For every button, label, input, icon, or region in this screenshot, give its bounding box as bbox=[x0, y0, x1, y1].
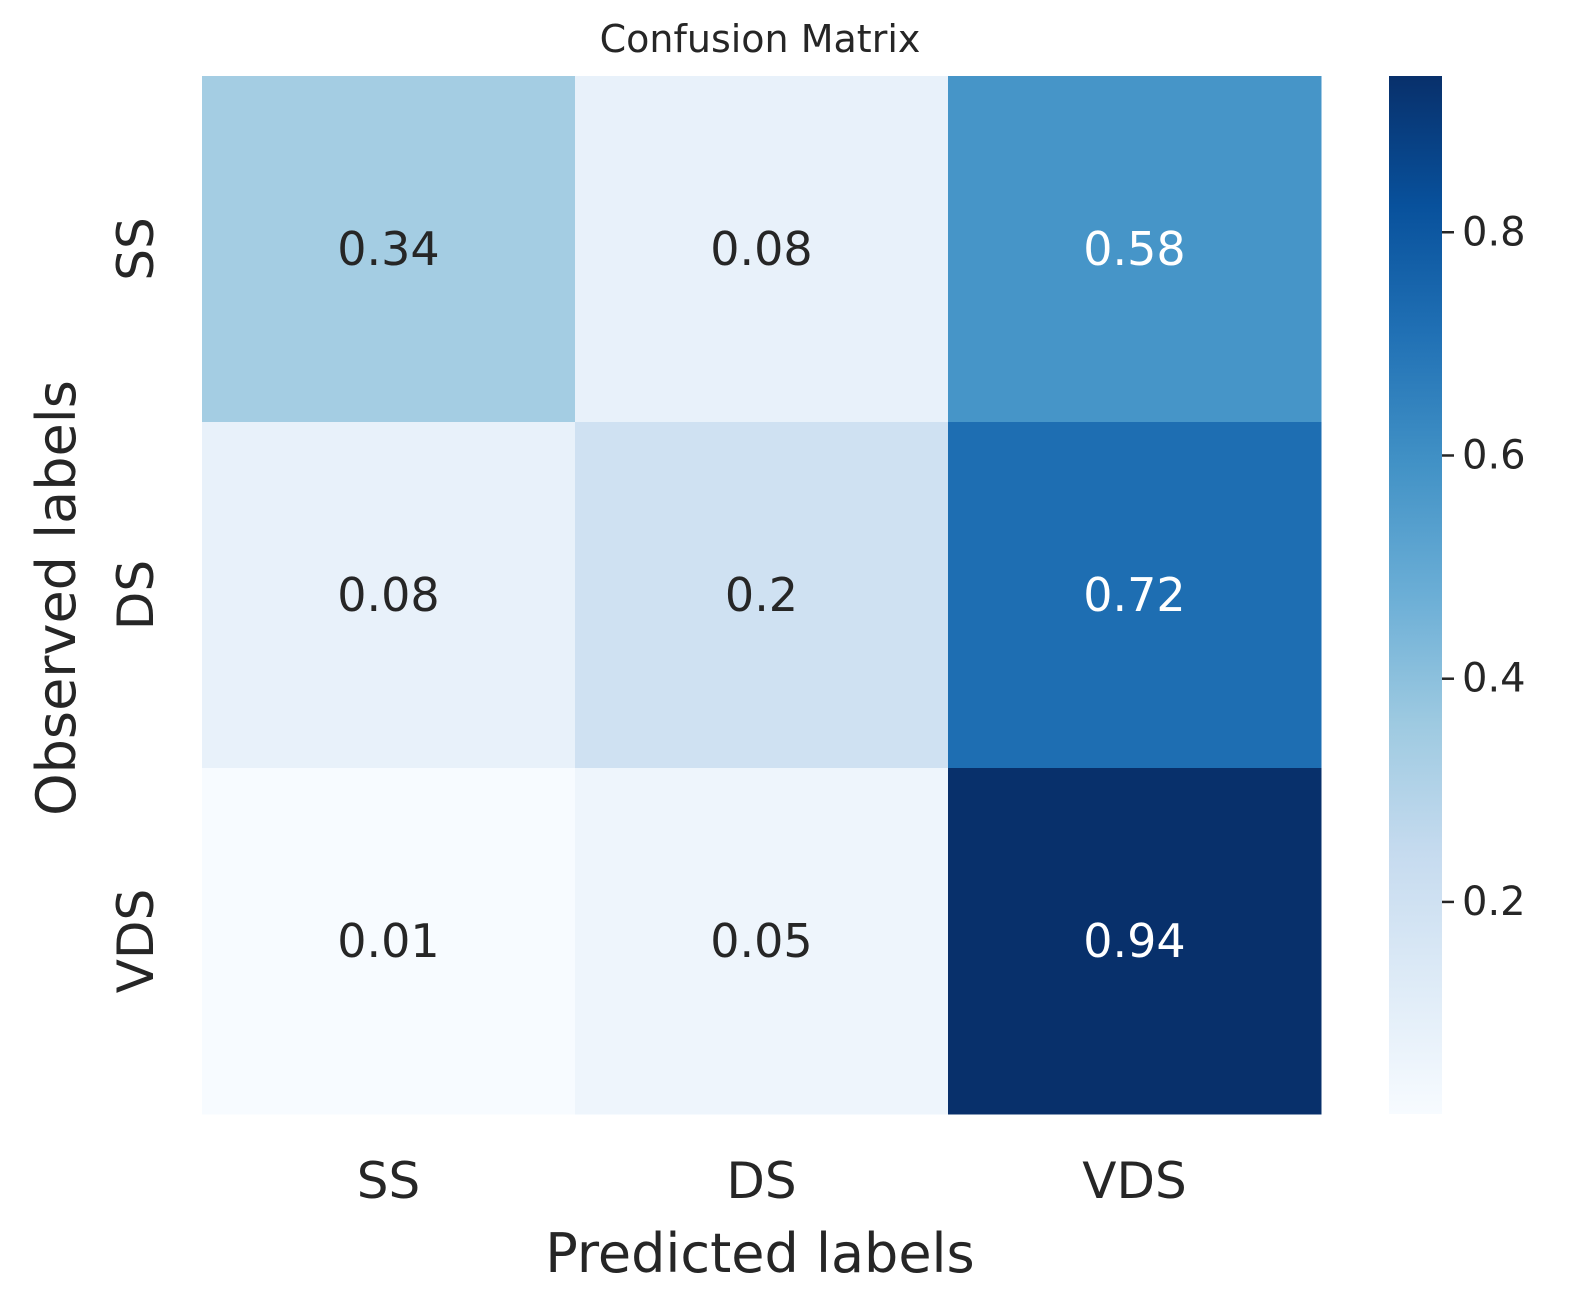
heatmap-cell bbox=[948, 76, 1322, 423]
x-tick-label: DS bbox=[726, 1152, 796, 1210]
heatmap-cell bbox=[575, 76, 949, 423]
y-tick-label: DS bbox=[107, 560, 165, 630]
heatmap-cell bbox=[948, 768, 1322, 1115]
heatmap-cell bbox=[948, 422, 1322, 769]
heatmap-cell-labels: 0.34 0.08 0.58 0.08 0.2 0.72 0.01 0.05 0.94 bbox=[337, 222, 1185, 968]
x-tick-labels: SS DS VDS bbox=[357, 1152, 1187, 1210]
colorbar-tick-label: 0.4 bbox=[1462, 656, 1526, 702]
heatmap-cell bbox=[202, 768, 576, 1115]
heatmap-cell-value: 0.72 bbox=[1083, 568, 1185, 622]
heatmap-cell-value: 0.2 bbox=[725, 568, 798, 622]
heatmap-cell-value: 0.05 bbox=[710, 914, 812, 968]
x-axis-label: Predicted labels bbox=[545, 1222, 974, 1285]
heatmap-cell-value: 0.34 bbox=[337, 222, 439, 276]
x-tick-label: SS bbox=[357, 1152, 420, 1210]
heatmap-cell-value: 0.01 bbox=[337, 914, 439, 968]
heatmap-cell bbox=[202, 422, 576, 769]
heatmap-cell bbox=[575, 768, 949, 1115]
y-tick-label: SS bbox=[107, 217, 165, 280]
colorbar-ticks: 0.2 0.4 0.6 0.8 bbox=[1442, 209, 1526, 925]
colorbar-tick-label: 0.8 bbox=[1462, 209, 1526, 255]
chart-title: Confusion Matrix bbox=[600, 17, 921, 61]
heatmap-cell-value: 0.08 bbox=[710, 222, 812, 276]
y-axis-label: Observed labels bbox=[25, 380, 88, 816]
heatmap-cells bbox=[202, 76, 1322, 1115]
heatmap-cell bbox=[575, 422, 949, 769]
y-tick-label: VDS bbox=[107, 889, 165, 993]
y-tick-labels: SS DS VDS bbox=[107, 217, 165, 993]
colorbar-tick-label: 0.6 bbox=[1462, 432, 1526, 478]
heatmap-cell-value: 0.58 bbox=[1083, 222, 1185, 276]
heatmap-cell-value: 0.08 bbox=[337, 568, 439, 622]
colorbar-tick-label: 0.2 bbox=[1462, 879, 1526, 925]
heatmap-cell-value: 0.94 bbox=[1083, 914, 1185, 968]
colorbar bbox=[1389, 76, 1442, 1114]
heatmap-cell bbox=[202, 76, 576, 423]
x-tick-label: VDS bbox=[1082, 1152, 1186, 1210]
